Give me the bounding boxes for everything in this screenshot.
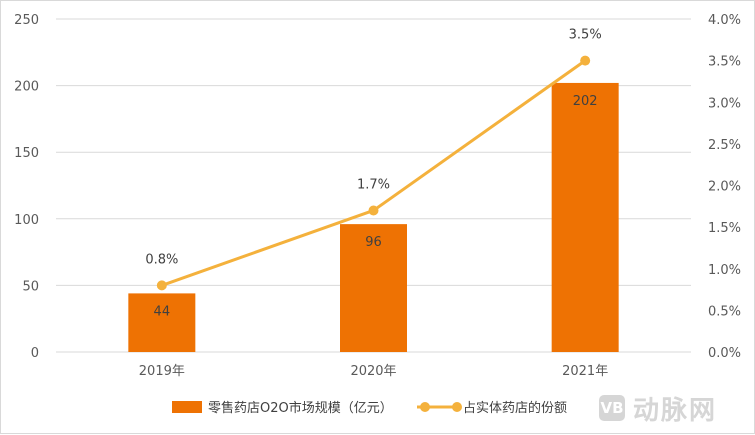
y-left-tick-label: 150 [14,146,39,161]
line-value-label: 1.7% [357,177,390,192]
line-value-label: 0.8% [145,252,178,267]
legend-bar-label: 零售药店O2O市场规模（亿元） [208,400,393,416]
bar [551,82,619,352]
line-point [580,55,591,66]
bar [340,224,407,352]
y-right-tick-label: 2.0% [708,180,741,195]
line-value-label: 3.5% [569,28,602,43]
legend-line-label: 占实体药店的份额 [463,400,567,416]
y-left-tick-label: 0 [31,346,39,361]
bar-value-label: 44 [154,304,171,319]
bar-value-label: 96 [365,235,382,250]
legend-bar-swatch [172,401,202,413]
legend-line-marker [452,402,462,412]
y-right-tick-label: 3.5% [708,55,741,70]
line-point [156,280,167,291]
y-right-tick-label: 2.5% [708,138,741,153]
y-right-tick-label: 0.5% [708,304,741,319]
y-left-tick-label: 250 [14,13,39,28]
bar-value-label: 202 [573,94,598,109]
y-left-tick-label: 100 [14,213,39,228]
y-right-tick-label: 3.0% [708,96,741,111]
x-tick-label: 2020年 [350,364,396,379]
y-right-tick-label: 0.0% [708,346,741,361]
bar [128,293,196,352]
watermark: VB 动脉网 [599,389,749,427]
watermark-logo-icon: VB [599,395,625,421]
x-tick-label: 2019年 [139,364,185,379]
legend-line-marker [420,402,430,412]
y-left-tick-label: 200 [14,80,39,95]
watermark-text: 动脉网 [633,395,718,426]
x-tick-label: 2021年 [562,364,608,379]
y-right-tick-label: 1.5% [708,221,741,236]
y-right-tick-label: 4.0% [708,13,741,28]
y-right-tick-label: 1.0% [708,263,741,278]
y-left-tick-label: 50 [22,279,39,294]
line-point [368,205,379,216]
